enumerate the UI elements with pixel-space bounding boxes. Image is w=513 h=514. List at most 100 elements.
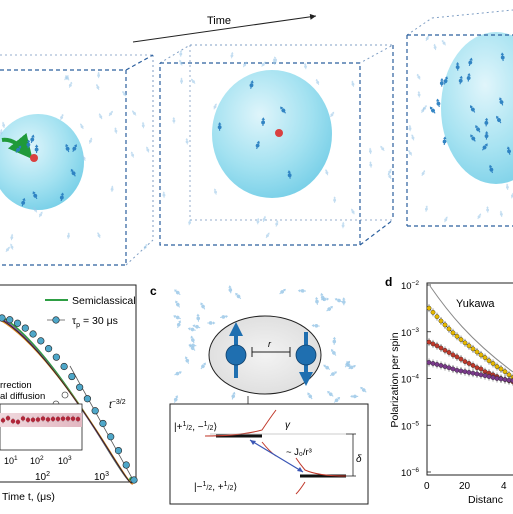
inset-tick-3: 103	[58, 455, 72, 466]
series-point	[442, 347, 448, 353]
spin-arrow-icon	[481, 143, 488, 151]
spin-arrow-icon	[235, 292, 242, 300]
spin-arrow-icon	[59, 192, 65, 202]
inset-point	[10, 418, 16, 424]
spin-arrow-icon	[187, 327, 196, 332]
spin-arrow-icon	[231, 391, 236, 400]
inset-point	[5, 415, 11, 421]
series-point	[434, 343, 440, 349]
spin-arrow-icon	[145, 146, 150, 153]
data-point	[99, 419, 107, 428]
series-point	[462, 340, 468, 346]
data-point	[130, 476, 138, 484]
series-point	[426, 339, 432, 345]
spin-arrow-icon	[342, 297, 346, 306]
data-point	[114, 446, 123, 455]
series-point	[458, 368, 464, 374]
inset-point	[60, 416, 66, 421]
spin-arrow-icon	[369, 161, 373, 168]
series-point	[486, 374, 492, 379]
ket-2: |−1/2, +1/2⟩	[194, 481, 237, 493]
spin-arrow-icon	[429, 106, 436, 114]
time-label: Time	[207, 15, 231, 27]
time-arrow: Time	[132, 13, 317, 43]
data-point	[91, 407, 99, 415]
ytick-label: 10−5	[401, 420, 419, 432]
series-point	[450, 366, 456, 372]
series-point	[426, 305, 432, 311]
tick-10-2: 102	[35, 471, 50, 483]
inset-point	[0, 418, 6, 423]
spin-arrow-icon	[172, 117, 176, 124]
xtick-0: 0	[424, 481, 430, 492]
spin-arrow-icon	[176, 320, 182, 328]
spin-arrow-icon	[455, 62, 460, 71]
data-point	[107, 433, 115, 441]
series-point	[470, 346, 476, 352]
spin-arrow-icon	[272, 58, 276, 65]
yukawa-label: Yukawa	[456, 298, 495, 310]
series-point	[438, 318, 444, 324]
spin-arrow-icon	[97, 71, 101, 79]
series-point	[498, 376, 504, 382]
series-point	[446, 326, 452, 332]
series-point	[466, 361, 472, 366]
inset-point	[30, 417, 36, 422]
series-point	[498, 366, 504, 372]
spin-arrow-icon	[360, 386, 367, 393]
panel-b-inset: 101 102 103	[0, 403, 83, 466]
spin-arrow-icon	[307, 392, 313, 400]
coupling-label: ~ J₀/r³	[286, 447, 312, 458]
spin-arrow-icon	[380, 145, 385, 152]
series-point	[454, 333, 460, 339]
spin-arrow-icon	[470, 134, 476, 142]
spin-arrow-icon	[287, 170, 292, 179]
inset-point	[65, 416, 71, 421]
spin-arrow-icon	[192, 324, 201, 329]
series-point	[470, 370, 476, 376]
ket-1: |+1/2, −1/2⟩	[174, 421, 217, 433]
spin-arrow-icon	[228, 285, 233, 294]
spin-arrow-icon	[66, 232, 70, 239]
spin-arrow-icon	[15, 145, 22, 153]
series-point	[454, 354, 460, 360]
series-point	[474, 365, 480, 371]
spin-arrow-icon	[442, 136, 447, 146]
spin-arrow-icon	[500, 52, 505, 62]
spin-arrow-icon	[311, 323, 320, 328]
spin-arrow-icon	[114, 127, 118, 134]
panel-b-points	[0, 314, 138, 484]
series-point	[434, 314, 440, 320]
spin-arrow-icon	[368, 147, 372, 155]
data-point	[68, 372, 76, 381]
spin-arrow-icon	[188, 218, 192, 226]
inset-points	[0, 415, 81, 425]
label-t32: t−3/2	[109, 399, 126, 411]
series-point	[494, 376, 500, 381]
series-point	[474, 371, 480, 377]
spin-arrow-icon	[417, 90, 421, 98]
series-point	[430, 309, 436, 315]
spin-arrow-icon	[26, 139, 31, 149]
spin-arrow-icon	[30, 134, 35, 144]
ytick-label: 10−6	[401, 467, 419, 479]
series-point	[446, 350, 452, 355]
series-point	[462, 359, 468, 364]
green-arrow-icon	[1, 132, 33, 160]
spin-arrow-icon	[5, 246, 10, 253]
spin-arrow-icon	[60, 113, 64, 121]
series-point	[446, 365, 452, 371]
spin-arrow-icon	[174, 289, 181, 296]
spin-arrow-icon	[65, 143, 70, 153]
spin-arrow-icon	[200, 362, 206, 370]
spin-arrow-icon	[122, 91, 127, 97]
spin-arrow-icon	[265, 232, 270, 239]
spin-arrow-icon	[1, 121, 6, 129]
series-point	[466, 343, 472, 349]
spin-arrow-icon	[469, 105, 476, 113]
spin-arrow-icon	[190, 78, 196, 84]
time-arrow-icon	[132, 13, 317, 43]
spin-arrow-icon	[433, 43, 437, 51]
spin-arrow-icon	[173, 395, 179, 403]
gamma-label: γ	[285, 420, 291, 431]
